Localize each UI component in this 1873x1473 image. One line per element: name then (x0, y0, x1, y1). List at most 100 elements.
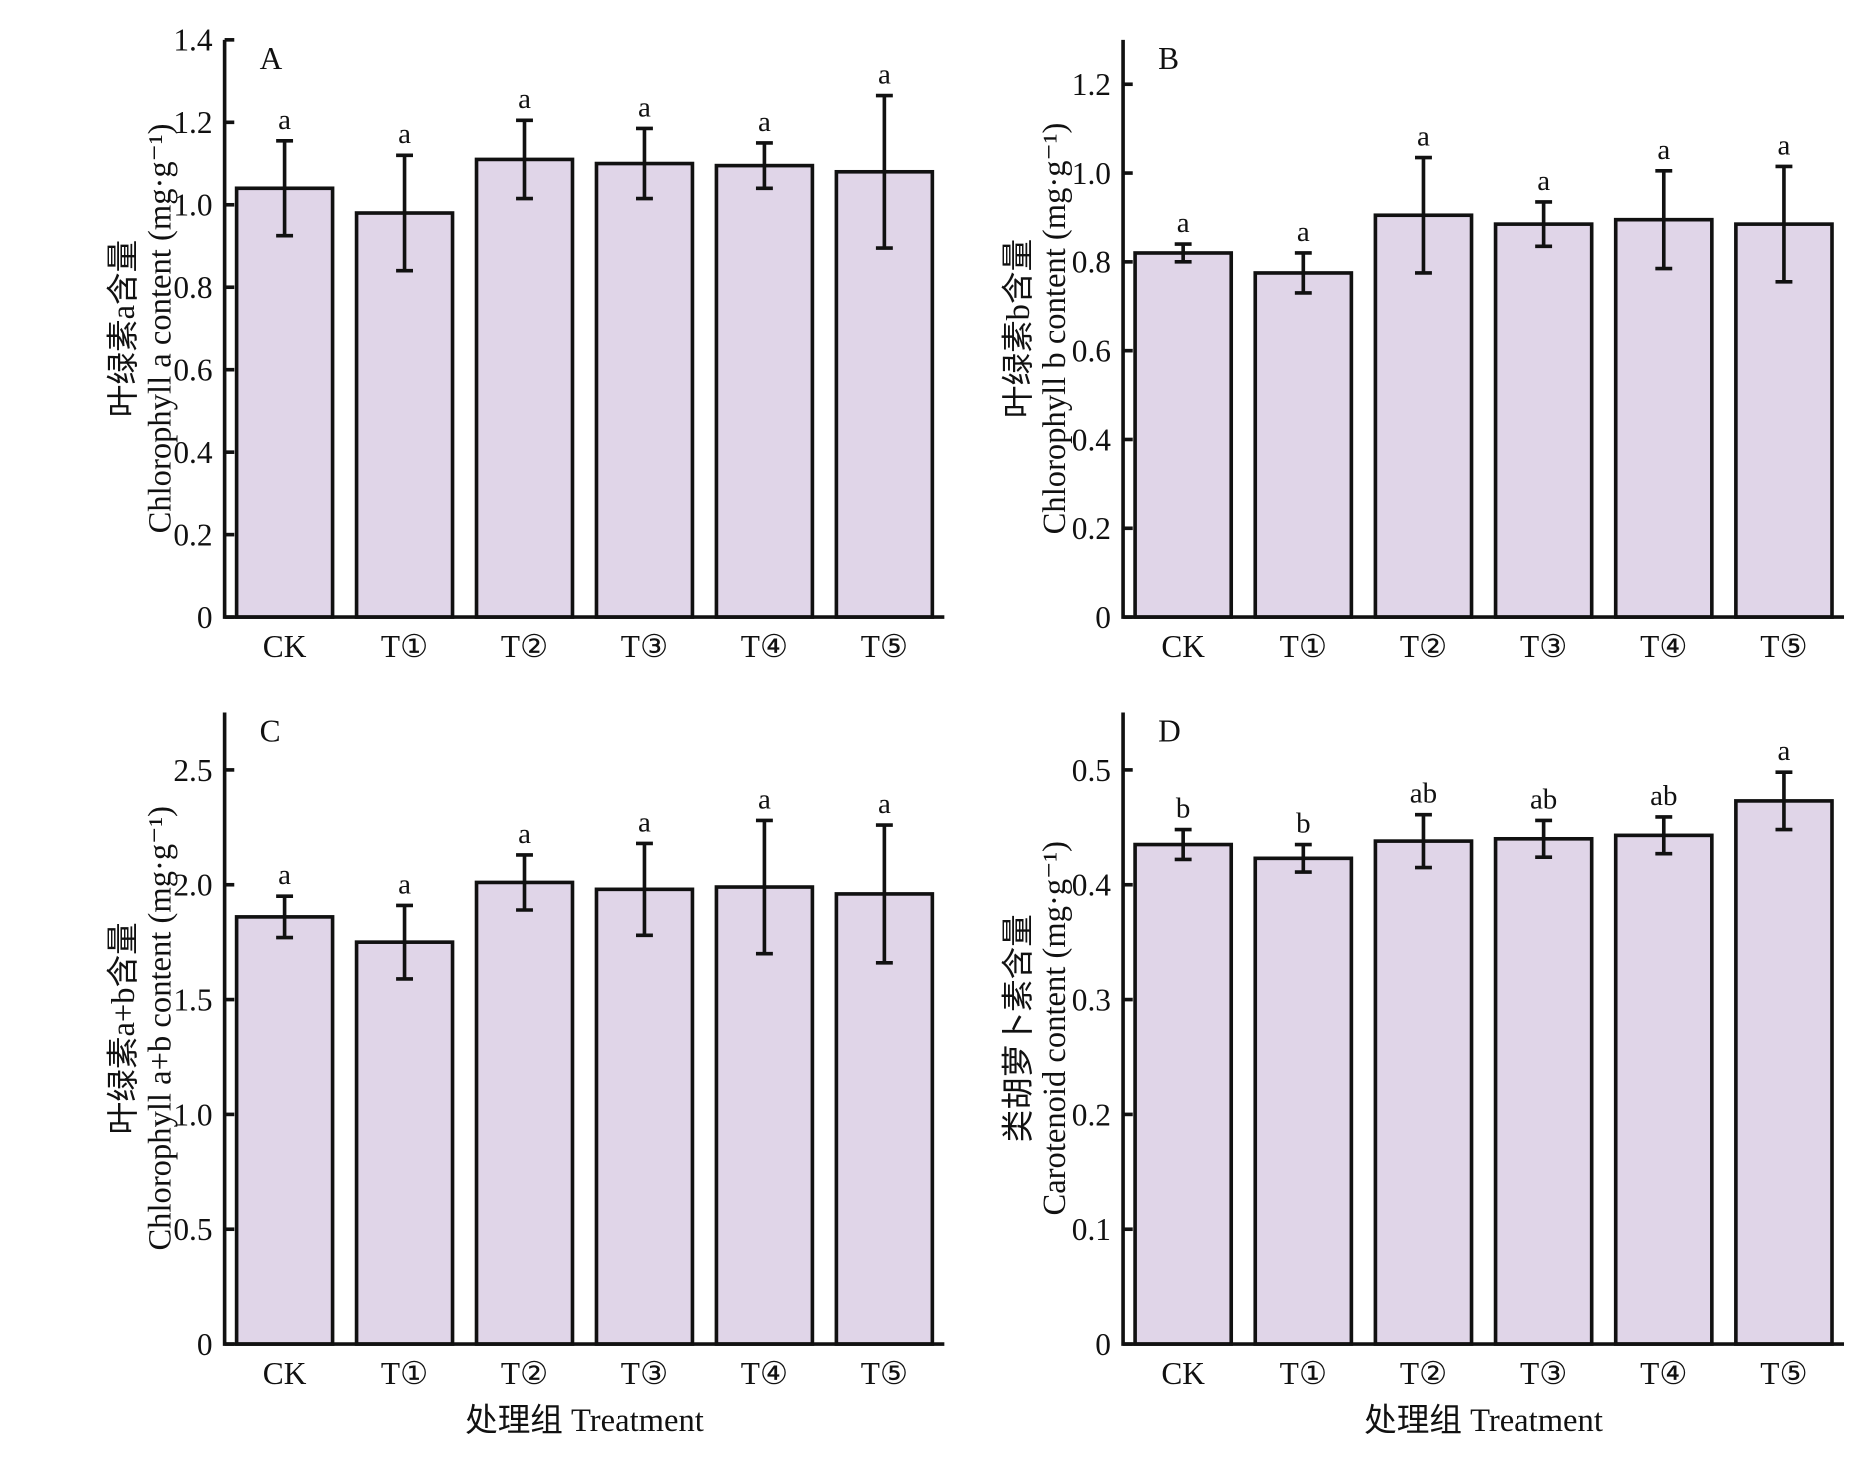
significance-letter: b (1176, 793, 1190, 825)
y-tick-label: 0.8 (1072, 245, 1111, 280)
error-bar-d-3 (1535, 818, 1553, 859)
x-tick-label: CK (1161, 1356, 1205, 1391)
y-axis-title-en: Chlorophyll a+b content (mg·g⁻¹) (142, 806, 178, 1251)
significance-letter: a (278, 859, 291, 891)
chart-panel-a: a CK a T① a T② a T③ a T④ a T⑤ 0 0.2 0.4 0.6 0.8 1.0 1.2 1.4… (105, 23, 945, 664)
y-tick-label: 0.2 (1072, 1097, 1111, 1132)
significance-letter: ab (1530, 783, 1557, 815)
y-tick-label: 0 (1095, 600, 1111, 635)
chart-panel-c: a CK a T① a T② a T③ a T④ a T⑤ 0 0.5 1.0 1.5 2.0 2.5 C 叶绿素a+… (105, 712, 945, 1439)
x-tick-label: T④ (1640, 629, 1687, 664)
y-tick-label: 0.8 (173, 270, 212, 305)
error-bar-b-5 (1775, 164, 1793, 284)
panel-letter: D (1158, 713, 1181, 748)
error-bar-a-1 (396, 153, 414, 273)
significance-letter: a (398, 868, 411, 900)
bar-a-3 (594, 161, 695, 619)
x-axis-title: 处理组 Treatment (465, 1402, 704, 1439)
bar-d-1 (1253, 856, 1354, 1346)
y-tick-label: 0.5 (1072, 753, 1111, 788)
significance-letter: a (878, 58, 891, 90)
y-tick-label: 1.5 (173, 982, 212, 1017)
bar-c-4 (714, 885, 815, 1346)
y-tick-label: 1.4 (173, 23, 213, 58)
chart-root: a CK a T① a T② a T③ a T④ a T⑤ 0 0.2 0.4 0.6 0.8 1.0 1.2 1.4… (105, 23, 1845, 1439)
x-tick-label: T③ (1520, 1356, 1567, 1391)
bar-a-1 (354, 211, 455, 619)
error-bar-d-5 (1775, 770, 1793, 832)
error-bar-d-0 (1174, 827, 1192, 862)
significance-letter: a (638, 91, 651, 123)
y-tick-label: 1.2 (173, 105, 212, 140)
x-tick-label: T③ (1520, 629, 1567, 664)
error-bar-d-2 (1415, 812, 1432, 870)
y-tick-label: 0.1 (1072, 1212, 1111, 1247)
significance-letter: a (638, 806, 651, 838)
bar-d-4 (1613, 833, 1714, 1346)
x-tick-label: T① (1280, 629, 1327, 664)
y-tick-label: 0 (197, 1327, 213, 1362)
bar-c-3 (594, 887, 695, 1346)
y-tick-label: 0.4 (1072, 422, 1112, 457)
bar-b-3 (1493, 222, 1594, 619)
error-bar-b-0 (1174, 242, 1192, 264)
error-bar-b-3 (1535, 200, 1553, 249)
y-axis-title-cn: 类胡萝卜素含量 (1000, 914, 1037, 1142)
significance-letter: a (1297, 216, 1310, 248)
y-axis-title: 叶绿素a含量Chlorophyll a content (mg·g⁻¹) (105, 124, 178, 534)
y-axis-title: 叶绿素b含量Chlorophyll b content (mg·g⁻¹) (1000, 123, 1073, 535)
bar-d-0 (1133, 842, 1234, 1346)
y-tick-label: 0.4 (173, 435, 213, 470)
y-tick-label: 0.2 (173, 517, 212, 552)
x-tick-label: T④ (741, 629, 788, 664)
bar-c-2 (474, 880, 575, 1346)
bar-a-2 (474, 157, 575, 619)
y-tick-label: 0.6 (173, 353, 212, 388)
significance-letter: a (878, 788, 891, 820)
error-bar-d-1 (1294, 842, 1312, 874)
bar-c-1 (354, 940, 455, 1346)
y-tick-label: 0.6 (1072, 334, 1111, 369)
x-tick-label: T④ (1640, 1356, 1687, 1391)
x-tick-label: CK (1161, 629, 1205, 664)
y-tick-label: 0.4 (1072, 868, 1112, 903)
bar-b-2 (1373, 213, 1474, 619)
chart-panel-d: b CK b T① ab T② ab T③ ab T④ a T⑤ 0 0.1 0.2 0.3 0.4 0.5 D 类胡… (1000, 712, 1845, 1439)
bar-b-1 (1253, 271, 1354, 619)
x-tick-label: CK (263, 1356, 307, 1391)
significance-letter: a (518, 818, 531, 850)
x-axis-title: 处理组 Treatment (1364, 1402, 1603, 1439)
x-tick-label: T③ (621, 1356, 668, 1391)
significance-letter: ab (1650, 780, 1677, 812)
significance-letter: a (1657, 134, 1670, 166)
y-tick-label: 0.2 (1072, 511, 1111, 546)
chart-panel-b: a CK a T① a T② a T③ a T④ a T⑤ 0 0.2 0.4 0.6 0.8 1.0 1.2 B 叶绿… (1000, 39, 1845, 664)
x-tick-label: CK (263, 629, 307, 664)
error-bar-a-3 (636, 126, 653, 201)
y-axis-title-cn: 叶绿素a含量 (105, 240, 142, 417)
y-tick-label: 0 (197, 600, 213, 635)
error-bar-a-0 (276, 139, 294, 238)
y-tick-label: 2.5 (173, 753, 212, 788)
bar-b-4 (1613, 217, 1714, 619)
significance-letter: a (398, 118, 411, 150)
x-tick-label: T③ (621, 629, 668, 664)
significance-letter: a (1177, 207, 1190, 239)
x-tick-label: T① (1280, 1356, 1327, 1391)
y-tick-label: 2.0 (173, 868, 212, 903)
y-axis-title-cn: 叶绿素b含量 (1000, 239, 1037, 418)
x-tick-label: T② (501, 629, 548, 664)
panel-letter: C (260, 713, 281, 748)
x-tick-label: T② (501, 1356, 548, 1391)
y-axis-title: 叶绿素a+b含量Chlorophyll a+b content (mg·g⁻¹) (105, 806, 178, 1251)
error-bar-c-5 (875, 823, 893, 965)
y-tick-label: 0 (1095, 1327, 1111, 1362)
error-bar-c-0 (276, 894, 294, 940)
error-bar-b-1 (1294, 251, 1312, 295)
x-tick-label: T① (381, 1356, 428, 1391)
y-tick-label: 1.2 (1072, 67, 1111, 102)
x-tick-label: T⑤ (861, 1356, 908, 1391)
significance-letter: b (1296, 807, 1310, 839)
error-bar-b-2 (1415, 155, 1432, 275)
